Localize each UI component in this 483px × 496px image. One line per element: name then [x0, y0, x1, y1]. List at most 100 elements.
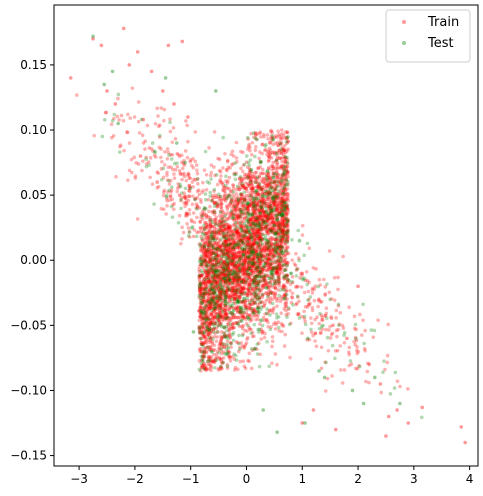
train-point	[203, 240, 208, 245]
train-point	[203, 251, 208, 255]
train-point	[231, 247, 235, 252]
train-point	[181, 230, 186, 235]
train-point	[250, 230, 255, 235]
train-point	[260, 222, 265, 226]
test-point	[231, 213, 236, 217]
train-point	[241, 300, 245, 304]
train-point	[210, 224, 215, 228]
test-point	[197, 273, 202, 278]
train-point	[247, 142, 252, 147]
train-point	[271, 200, 276, 204]
train-point	[278, 276, 282, 280]
test-point	[203, 192, 208, 196]
train-point	[324, 306, 329, 310]
train-point	[230, 285, 235, 290]
train-point	[217, 281, 222, 285]
train-point	[220, 280, 224, 285]
train-point	[253, 225, 258, 230]
test-point	[233, 161, 237, 165]
train-point	[164, 212, 168, 216]
train-point	[258, 250, 263, 254]
train-point	[127, 141, 132, 145]
train-point	[191, 211, 196, 215]
train-point	[247, 282, 252, 286]
train-point	[214, 297, 218, 301]
train-point	[227, 225, 232, 230]
train-point	[224, 196, 229, 201]
train-point	[283, 194, 287, 198]
train-point	[105, 89, 109, 93]
train-point	[211, 243, 215, 248]
train-point	[256, 268, 261, 272]
train-point	[238, 224, 243, 229]
train-point	[256, 183, 261, 187]
train-point	[334, 308, 339, 313]
train-point	[218, 357, 222, 362]
train-point	[274, 183, 279, 188]
train-point	[207, 288, 212, 293]
train-point	[242, 208, 247, 213]
train-point	[204, 341, 209, 345]
test-point	[231, 338, 236, 343]
train-point	[257, 296, 262, 301]
train-point	[198, 331, 202, 335]
train-point	[230, 265, 235, 269]
test-point	[242, 190, 246, 195]
test-point	[238, 174, 243, 179]
train-point	[201, 363, 205, 368]
test-point	[223, 252, 227, 256]
train-point	[214, 301, 219, 306]
train-point	[207, 146, 211, 150]
train-point	[285, 136, 289, 141]
train-point	[246, 218, 251, 223]
train-point	[203, 289, 208, 294]
train-point	[354, 366, 358, 371]
train-point	[92, 133, 97, 138]
train-point	[214, 263, 219, 267]
train-point	[281, 148, 286, 153]
train-point	[228, 286, 233, 291]
train-point	[251, 270, 256, 275]
train-point	[253, 180, 258, 185]
train-point	[259, 214, 264, 219]
test-point	[208, 292, 213, 296]
train-point	[200, 273, 205, 277]
train-point	[242, 212, 247, 216]
train-point	[208, 302, 213, 306]
train-point	[282, 176, 286, 181]
train-point	[335, 348, 340, 353]
train-point	[208, 336, 213, 341]
train-point	[232, 263, 237, 268]
train-point	[136, 162, 141, 166]
train-point	[227, 229, 231, 234]
test-point	[222, 224, 226, 229]
train-point	[212, 307, 217, 312]
train-point	[225, 318, 229, 322]
train-point	[240, 252, 245, 257]
train-point	[180, 39, 185, 44]
train-point	[240, 169, 245, 174]
train-point	[217, 308, 222, 313]
train-point	[268, 300, 272, 305]
train-point	[235, 266, 240, 270]
train-point	[267, 149, 271, 154]
test-point	[255, 256, 260, 261]
test-point	[258, 319, 263, 323]
train-point	[241, 225, 246, 229]
train-point	[284, 212, 289, 216]
test-point	[250, 235, 254, 240]
test-point	[204, 264, 209, 269]
train-point	[204, 248, 209, 252]
train-point	[265, 267, 270, 272]
train-point	[202, 281, 207, 285]
train-point	[265, 311, 270, 316]
train-point	[210, 217, 214, 222]
train-point	[212, 258, 217, 263]
train-point	[316, 304, 320, 309]
train-point	[217, 222, 222, 227]
train-point	[230, 245, 235, 250]
test-point	[249, 331, 253, 336]
test-point	[167, 188, 171, 193]
train-point	[284, 304, 289, 309]
test-point	[206, 276, 210, 281]
